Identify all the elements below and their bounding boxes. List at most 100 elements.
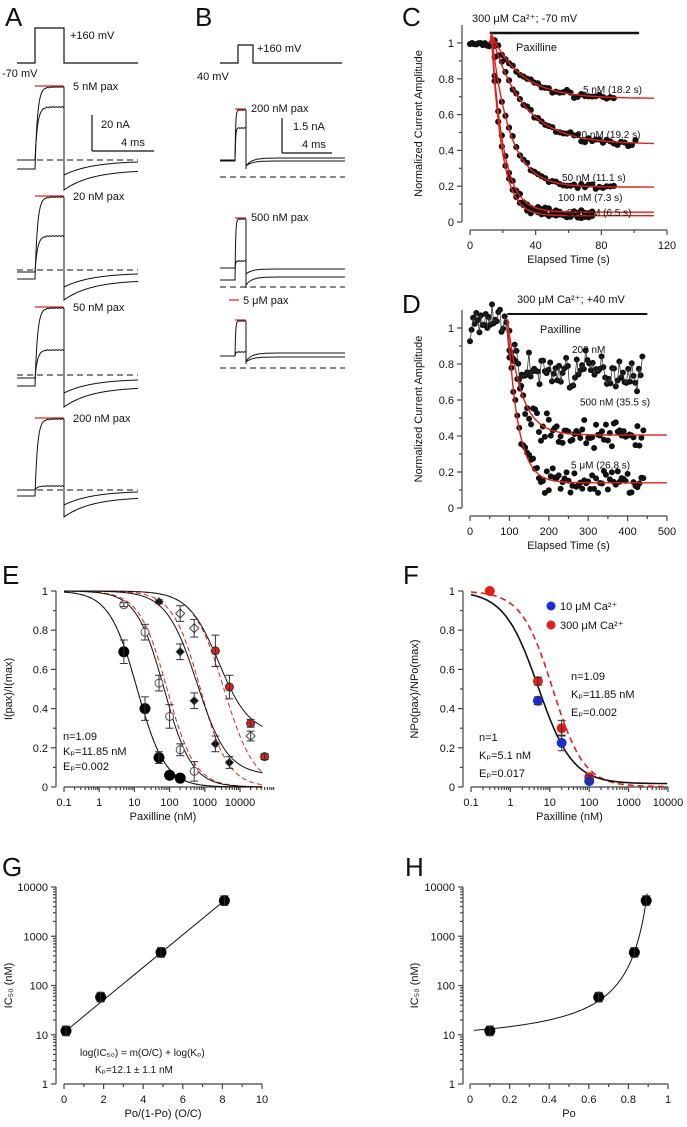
voltage-step <box>17 27 138 64</box>
fit-parameter: Kₚ=5.1 nM <box>479 750 531 762</box>
data-point <box>535 429 542 436</box>
x-tick-label: 6 <box>180 1094 186 1106</box>
data-point <box>545 487 552 494</box>
fit-parameter: n=1.09 <box>63 731 97 743</box>
x-tick-label: 300 <box>579 526 597 538</box>
x-tick-label: 1 <box>665 1094 671 1106</box>
data-point <box>537 437 544 444</box>
y-tick-label: 0.8 <box>439 359 454 371</box>
data-point <box>598 428 605 435</box>
series-label: 500 nM (35.5 s) <box>580 397 650 408</box>
series-label: 50 nM (11.1 s) <box>562 173 626 184</box>
exponential-fit-curve <box>489 33 654 213</box>
panel-label-B: B <box>195 2 212 32</box>
holding-voltage-label: 40 mV <box>197 71 229 83</box>
data-point <box>595 489 602 496</box>
x-tick-label: 0.1 <box>463 797 478 809</box>
exponential-fit-curve <box>489 33 654 188</box>
fit-parameter: n=1.09 <box>571 671 605 683</box>
exponential-fit-curve <box>506 318 667 436</box>
step-voltage-label: +160 mV <box>70 30 115 42</box>
panel-label-E: E <box>2 560 19 590</box>
hill-fit-curve <box>63 590 263 788</box>
trace-label: 5 μM pax <box>243 295 289 307</box>
y-tick-label: 10000 <box>17 882 48 894</box>
data-point <box>636 442 643 449</box>
scale-current-label: 1.5 nA <box>293 121 325 133</box>
x-tick-label: 0.8 <box>621 1094 636 1106</box>
current-trace <box>17 349 138 394</box>
exponential-fit-curve <box>489 31 654 99</box>
y-axis-label: IC₅₀ (nM) <box>409 963 421 1009</box>
series-label: 5 nM (18.2 s) <box>583 85 642 96</box>
x-axis-label: Paxilline (nM) <box>536 811 603 823</box>
y-tick-label: 0.4 <box>33 704 48 716</box>
series-label: 100 nM (7.3 s) <box>558 193 622 204</box>
x-tick-label: 0 <box>61 1094 67 1106</box>
current-trace <box>17 106 138 176</box>
y-tick-label: 1 <box>449 1079 455 1091</box>
data-point <box>522 411 529 418</box>
x-axis-label: Elapsed Time (s) <box>527 540 610 552</box>
x-tick-label: 1 <box>507 797 513 809</box>
current-trace <box>17 86 139 191</box>
paxilline-label: Paxilline <box>516 42 557 54</box>
y-tick-label: 10000 <box>424 882 455 894</box>
x-tick-label: 1000 <box>616 797 640 809</box>
x-tick-label: 0 <box>467 1094 473 1106</box>
current-trace <box>220 218 345 288</box>
current-trace <box>220 127 345 168</box>
data-point <box>509 62 516 69</box>
data-point <box>593 421 600 428</box>
holding-voltage-label: -70 mV <box>2 68 38 80</box>
data-point <box>581 139 589 146</box>
dashed-fit-curve <box>471 591 668 788</box>
y-tick-label: 0.6 <box>440 664 455 676</box>
y-tick-label: 1000 <box>431 931 455 943</box>
x-tick-label: 100 <box>580 797 598 809</box>
y-tick-label: 1 <box>42 1079 48 1091</box>
trace-block <box>17 85 139 191</box>
data-point <box>530 455 537 462</box>
exponential-fit-curve <box>489 33 654 217</box>
voltage-step <box>220 44 342 64</box>
panel-label-A: A <box>5 2 23 32</box>
x-tick-label: 120 <box>658 240 676 252</box>
data-point <box>547 432 554 439</box>
data-point <box>591 444 598 451</box>
step-voltage-label: +160 mV <box>257 43 302 55</box>
x-tick-label: 2 <box>101 1094 107 1106</box>
panel-label-F: F <box>403 560 419 590</box>
y-tick-label: 0.6 <box>439 395 454 407</box>
current-trace <box>17 307 139 408</box>
current-trace <box>220 109 345 169</box>
trace-label: 5 nM pax <box>73 81 119 93</box>
data-point <box>543 468 550 475</box>
current-trace <box>220 351 345 364</box>
legend-marker <box>546 620 556 630</box>
legend-marker <box>546 601 556 611</box>
x-tick-label: 100 <box>500 526 518 538</box>
linear-fit-line <box>65 900 225 1032</box>
data-point <box>620 428 627 435</box>
data-point <box>533 410 540 417</box>
fit-parameter: Eₚ=0.017 <box>479 768 525 780</box>
data-point <box>174 772 186 784</box>
data-point <box>602 471 609 478</box>
data-point <box>640 475 647 482</box>
data-point <box>593 475 600 482</box>
scale-time-label: 4 ms <box>302 139 326 151</box>
current-trace <box>17 235 138 288</box>
data-point <box>569 436 576 443</box>
y-tick-label: 100 <box>30 981 48 993</box>
y-axis-label: Normalized Current Amplitude <box>413 50 425 197</box>
fit-parameter: Eₚ=0.002 <box>63 761 109 773</box>
x-tick-label: 80 <box>595 240 607 252</box>
legend-label: 10 μM Ca²⁺ <box>560 601 618 613</box>
y-axis-label: I(pax)/I(max) <box>3 658 15 720</box>
voltage-protocol <box>220 44 342 64</box>
y-tick-label: 10 <box>36 1030 48 1042</box>
y-axis-label: NPo(pax)/NPo(max) <box>409 639 421 738</box>
data-point <box>555 472 562 479</box>
